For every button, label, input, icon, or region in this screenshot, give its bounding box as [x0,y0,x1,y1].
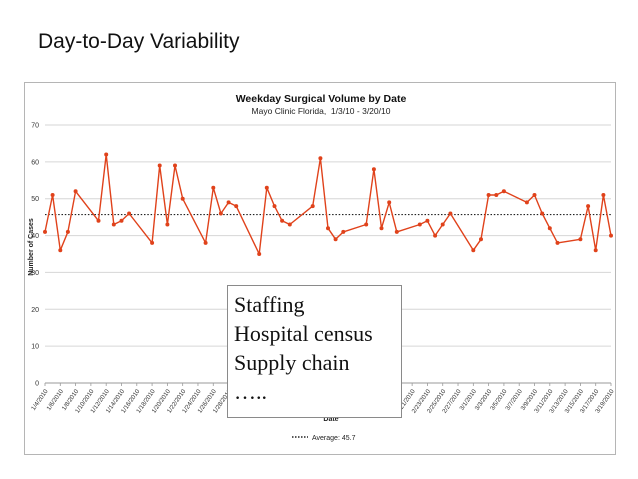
data-point [310,204,315,209]
data-point [547,226,552,231]
data-point [203,240,208,245]
data-point [318,156,323,161]
data-point [609,233,613,238]
slide-title: Day-to-Day Variability [38,30,240,53]
x-axis-label: Date [323,416,338,423]
y-tick-label: 0 [35,381,39,388]
callout-line-ellipsis: ….. [234,379,267,404]
data-point [150,240,155,245]
data-point [494,193,499,197]
data-point [586,204,591,209]
data-point [264,185,269,190]
data-point [257,252,262,256]
data-point [280,218,285,223]
data-point [127,211,132,216]
data-point [272,204,277,209]
data-point [486,193,491,197]
series-line [44,153,612,255]
data-point [165,222,170,227]
chart-title: Weekday Surgical Volume by Date [236,93,407,105]
data-point [471,248,476,253]
data-point [524,200,529,205]
data-point [601,193,606,197]
data-point [234,204,239,209]
chart-subtitle: Mayo Clinic Florida, 1/3/10 - 3/20/10 [252,106,391,116]
legend-average-label: Average: 45.7 [312,435,356,442]
data-point [157,163,162,168]
data-point [555,240,560,245]
data-point [593,248,598,253]
data-point [326,226,330,231]
data-point [111,222,116,227]
data-point [448,211,453,216]
y-axis-label: Number of Cases [28,218,35,276]
data-point [211,185,216,190]
y-tick-label: 60 [31,159,39,166]
data-point [532,193,537,197]
data-point [479,237,483,242]
data-point [43,229,47,234]
data-point [287,222,292,227]
data-point [578,237,583,242]
data-point [58,248,63,253]
data-point [379,226,384,231]
y-tick-label: 40 [31,233,39,240]
data-point [341,229,346,234]
callout-line-supply-chain: Supply chain [234,350,350,375]
data-point [73,189,78,194]
data-point [218,211,223,216]
y-tick-label: 70 [31,123,39,130]
data-point [387,200,392,205]
data-point [364,222,369,227]
data-point [119,218,124,223]
y-tick-label: 10 [31,344,39,351]
data-point [440,222,445,227]
data-point [371,167,376,172]
data-point [180,196,185,201]
factors-callout-box: Staffing Hospital census Supply chain ….… [227,285,402,418]
data-point [433,233,438,238]
data-point [394,229,399,234]
data-point [425,218,430,223]
data-point [417,222,422,227]
data-point [65,229,70,234]
callout-line-hospital-census: Hospital census [234,321,373,346]
callout-line-staffing: Staffing [234,292,305,317]
y-tick-label: 50 [31,196,39,203]
data-point [96,218,101,223]
data-point [104,152,109,157]
data-point [173,163,177,168]
data-point [540,211,545,216]
y-tick-label: 20 [31,307,39,314]
data-point [333,237,338,242]
y-tick-label: 30 [31,270,39,277]
data-point [50,193,55,197]
data-point [501,189,506,194]
chart-legend: Average: 45.7 [292,435,356,442]
data-point [226,200,231,205]
